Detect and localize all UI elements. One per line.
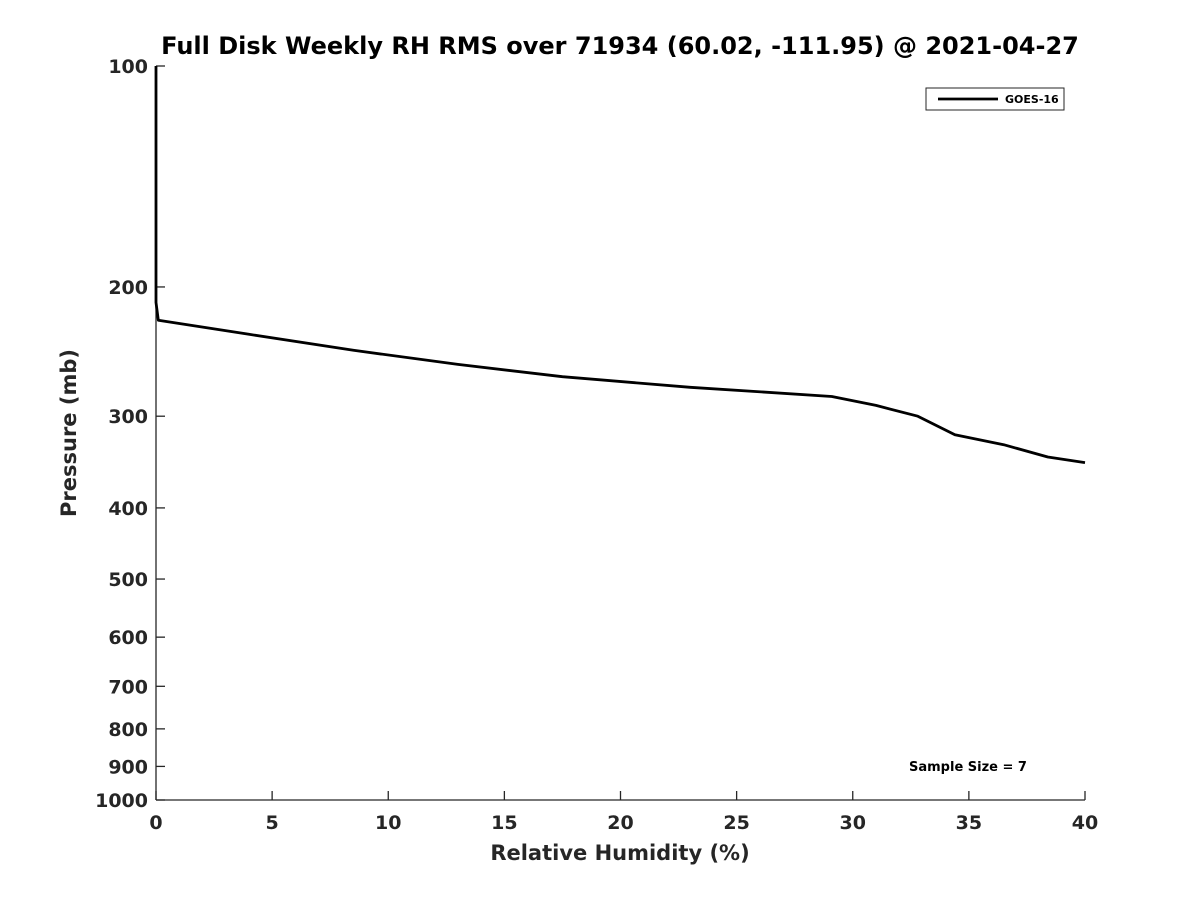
chart-title: Full Disk Weekly RH RMS over 71934 (60.0… (161, 32, 1079, 60)
x-tick-label: 0 (149, 812, 162, 834)
y-tick-label: 500 (108, 569, 148, 591)
legend-label-goes-16: GOES-16 (1005, 93, 1059, 106)
x-tick-label: 35 (956, 812, 982, 834)
x-tick-label: 40 (1072, 812, 1098, 834)
sample-size-annotation: Sample Size = 7 (909, 760, 1027, 775)
y-ticks: 100 200 300 400 500 600 700 800 900 1000 (95, 56, 165, 812)
x-ticks: 0 5 10 15 20 25 30 35 40 (149, 791, 1098, 834)
x-tick-label: 15 (491, 812, 517, 834)
y-tick-label: 900 (108, 756, 148, 778)
x-tick-label: 20 (607, 812, 633, 834)
y-tick-label: 700 (108, 676, 148, 698)
x-tick-label: 30 (840, 812, 866, 834)
y-tick-label: 600 (108, 627, 148, 649)
y-tick-label: 1000 (95, 790, 148, 812)
x-tick-label: 10 (375, 812, 401, 834)
y-tick-label: 100 (108, 56, 148, 78)
x-axis-label: Relative Humidity (%) (490, 841, 749, 865)
x-tick-label: 5 (266, 812, 279, 834)
series-line-goes-16 (154, 66, 1086, 464)
x-tick-label: 25 (723, 812, 749, 834)
y-tick-label: 200 (108, 277, 148, 299)
legend: GOES-16 (925, 87, 1065, 111)
y-axis-label: Pressure (mb) (57, 349, 81, 517)
series-layer (154, 66, 1086, 464)
y-tick-label: 300 (108, 406, 148, 428)
y-tick-label: 800 (108, 719, 148, 741)
y-tick-label: 400 (108, 498, 148, 520)
